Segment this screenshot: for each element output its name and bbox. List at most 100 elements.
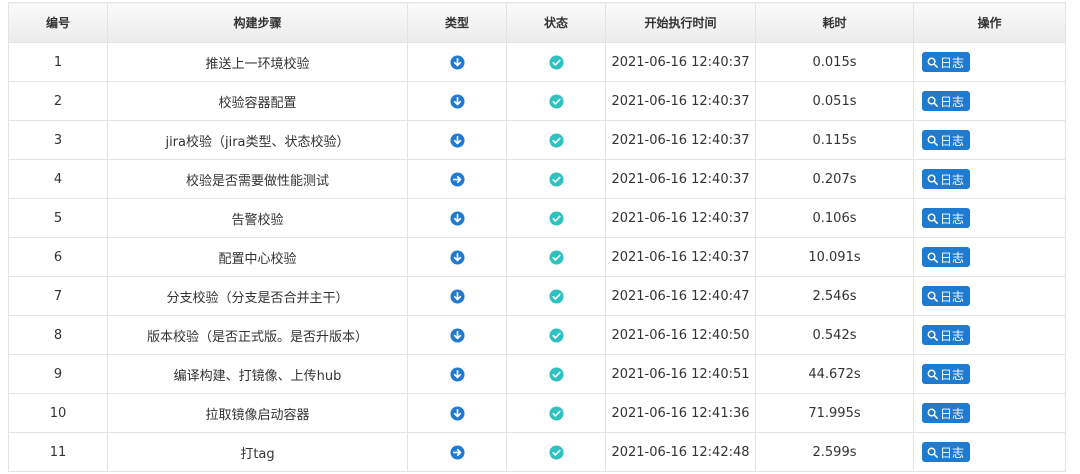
log-button-label: 日志	[940, 406, 965, 421]
header-actions: 操作	[913, 2, 1066, 43]
check-icon	[548, 327, 564, 343]
check-icon	[548, 54, 564, 70]
log-button[interactable]: 日志	[922, 286, 971, 306]
cell-duration: 71.995s	[755, 393, 914, 433]
check-icon	[548, 249, 564, 265]
cell-status	[506, 393, 606, 433]
cell-actions: 日志	[913, 81, 1066, 121]
down-icon	[449, 249, 465, 265]
cell-start-time: 2021-06-16 12:40:37	[605, 42, 756, 82]
log-button-label: 日志	[940, 250, 965, 265]
search-icon	[927, 447, 938, 458]
log-button[interactable]: 日志	[922, 247, 971, 267]
cell-start-time: 2021-06-16 12:40:51	[605, 354, 756, 394]
log-button[interactable]: 日志	[922, 325, 971, 345]
header-start-time: 开始执行时间	[605, 2, 756, 43]
search-icon	[927, 330, 938, 341]
cell-start-time: 2021-06-16 12:40:37	[605, 159, 756, 199]
log-button[interactable]: 日志	[922, 169, 971, 189]
check-icon	[548, 132, 564, 148]
cell-status	[506, 42, 606, 82]
cell-step: 编译构建、打镜像、上传hub	[107, 354, 408, 394]
cell-step: 配置中心校验	[107, 237, 408, 277]
log-button[interactable]: 日志	[922, 52, 971, 72]
cell-duration: 2.546s	[755, 276, 914, 316]
check-icon	[548, 171, 564, 187]
check-icon	[548, 444, 564, 460]
cell-no: 10	[8, 393, 108, 433]
cell-type	[407, 81, 507, 121]
log-button[interactable]: 日志	[922, 91, 971, 111]
cell-status	[506, 432, 606, 472]
log-button-label: 日志	[940, 133, 965, 148]
down-icon	[449, 132, 465, 148]
search-icon	[927, 135, 938, 146]
down-icon	[449, 210, 465, 226]
cell-type	[407, 276, 507, 316]
search-icon	[927, 96, 938, 107]
cell-duration: 0.015s	[755, 42, 914, 82]
cell-status	[506, 237, 606, 277]
cell-duration: 2.599s	[755, 432, 914, 472]
cell-no: 5	[8, 198, 108, 238]
cell-status	[506, 159, 606, 199]
search-icon	[927, 369, 938, 380]
cell-start-time: 2021-06-16 12:41:36	[605, 393, 756, 433]
cell-step: 校验容器配置	[107, 81, 408, 121]
table-row: 3 jira校验（jira类型、状态校验） 2021-06-16 12:40:3…	[8, 120, 1066, 160]
log-button[interactable]: 日志	[922, 364, 971, 384]
table-row: 8 版本校验（是否正式版。是否升版本） 2021-06-16 12:40:50 …	[8, 315, 1066, 355]
cell-status	[506, 81, 606, 121]
log-button[interactable]: 日志	[922, 130, 971, 150]
cell-duration: 10.091s	[755, 237, 914, 277]
log-button-label: 日志	[940, 94, 965, 109]
right-icon	[449, 444, 465, 460]
log-button-label: 日志	[940, 289, 965, 304]
cell-duration: 44.672s	[755, 354, 914, 394]
build-steps-table: 编号 构建步骤 类型 状态 开始执行时间 耗时 操作 1 推送上一环境校验 20…	[8, 2, 1066, 472]
table-row: 5 告警校验 2021-06-16 12:40:37 0.106s 日志	[8, 198, 1066, 238]
table-row: 10 拉取镜像启动容器 2021-06-16 12:41:36 71.995s …	[8, 393, 1066, 433]
cell-status	[506, 354, 606, 394]
cell-no: 11	[8, 432, 108, 472]
cell-start-time: 2021-06-16 12:40:50	[605, 315, 756, 355]
header-no: 编号	[8, 2, 108, 43]
cell-step: 拉取镜像启动容器	[107, 393, 408, 433]
cell-no: 1	[8, 42, 108, 82]
cell-start-time: 2021-06-16 12:40:37	[605, 120, 756, 160]
header-duration: 耗时	[755, 2, 914, 43]
cell-actions: 日志	[913, 354, 1066, 394]
header-status: 状态	[506, 2, 606, 43]
cell-no: 8	[8, 315, 108, 355]
cell-step: jira校验（jira类型、状态校验）	[107, 120, 408, 160]
cell-duration: 0.106s	[755, 198, 914, 238]
cell-type	[407, 354, 507, 394]
cell-duration: 0.115s	[755, 120, 914, 160]
table-row: 4 校验是否需要做性能测试 2021-06-16 12:40:37 0.207s…	[8, 159, 1066, 199]
log-button[interactable]: 日志	[922, 403, 971, 423]
cell-duration: 0.542s	[755, 315, 914, 355]
table-row: 9 编译构建、打镜像、上传hub 2021-06-16 12:40:51 44.…	[8, 354, 1066, 394]
log-button-label: 日志	[940, 211, 965, 226]
log-button[interactable]: 日志	[922, 442, 971, 462]
cell-start-time: 2021-06-16 12:40:37	[605, 81, 756, 121]
cell-type	[407, 159, 507, 199]
cell-actions: 日志	[913, 42, 1066, 82]
cell-no: 7	[8, 276, 108, 316]
cell-actions: 日志	[913, 198, 1066, 238]
cell-type	[407, 432, 507, 472]
build-steps-panel: 编号 构建步骤 类型 状态 开始执行时间 耗时 操作 1 推送上一环境校验 20…	[8, 2, 1066, 472]
table-row: 11 打tag 2021-06-16 12:42:48 2.599s 日志	[8, 432, 1066, 472]
cell-duration: 0.207s	[755, 159, 914, 199]
cell-actions: 日志	[913, 237, 1066, 277]
table-body: 1 推送上一环境校验 2021-06-16 12:40:37 0.015s 日志…	[8, 42, 1066, 472]
cell-actions: 日志	[913, 432, 1066, 472]
right-icon	[449, 171, 465, 187]
down-icon	[449, 405, 465, 421]
search-icon	[927, 252, 938, 263]
down-icon	[449, 54, 465, 70]
cell-no: 3	[8, 120, 108, 160]
log-button[interactable]: 日志	[922, 208, 971, 228]
log-button-label: 日志	[940, 172, 965, 187]
table-header-row: 编号 构建步骤 类型 状态 开始执行时间 耗时 操作	[8, 2, 1066, 43]
